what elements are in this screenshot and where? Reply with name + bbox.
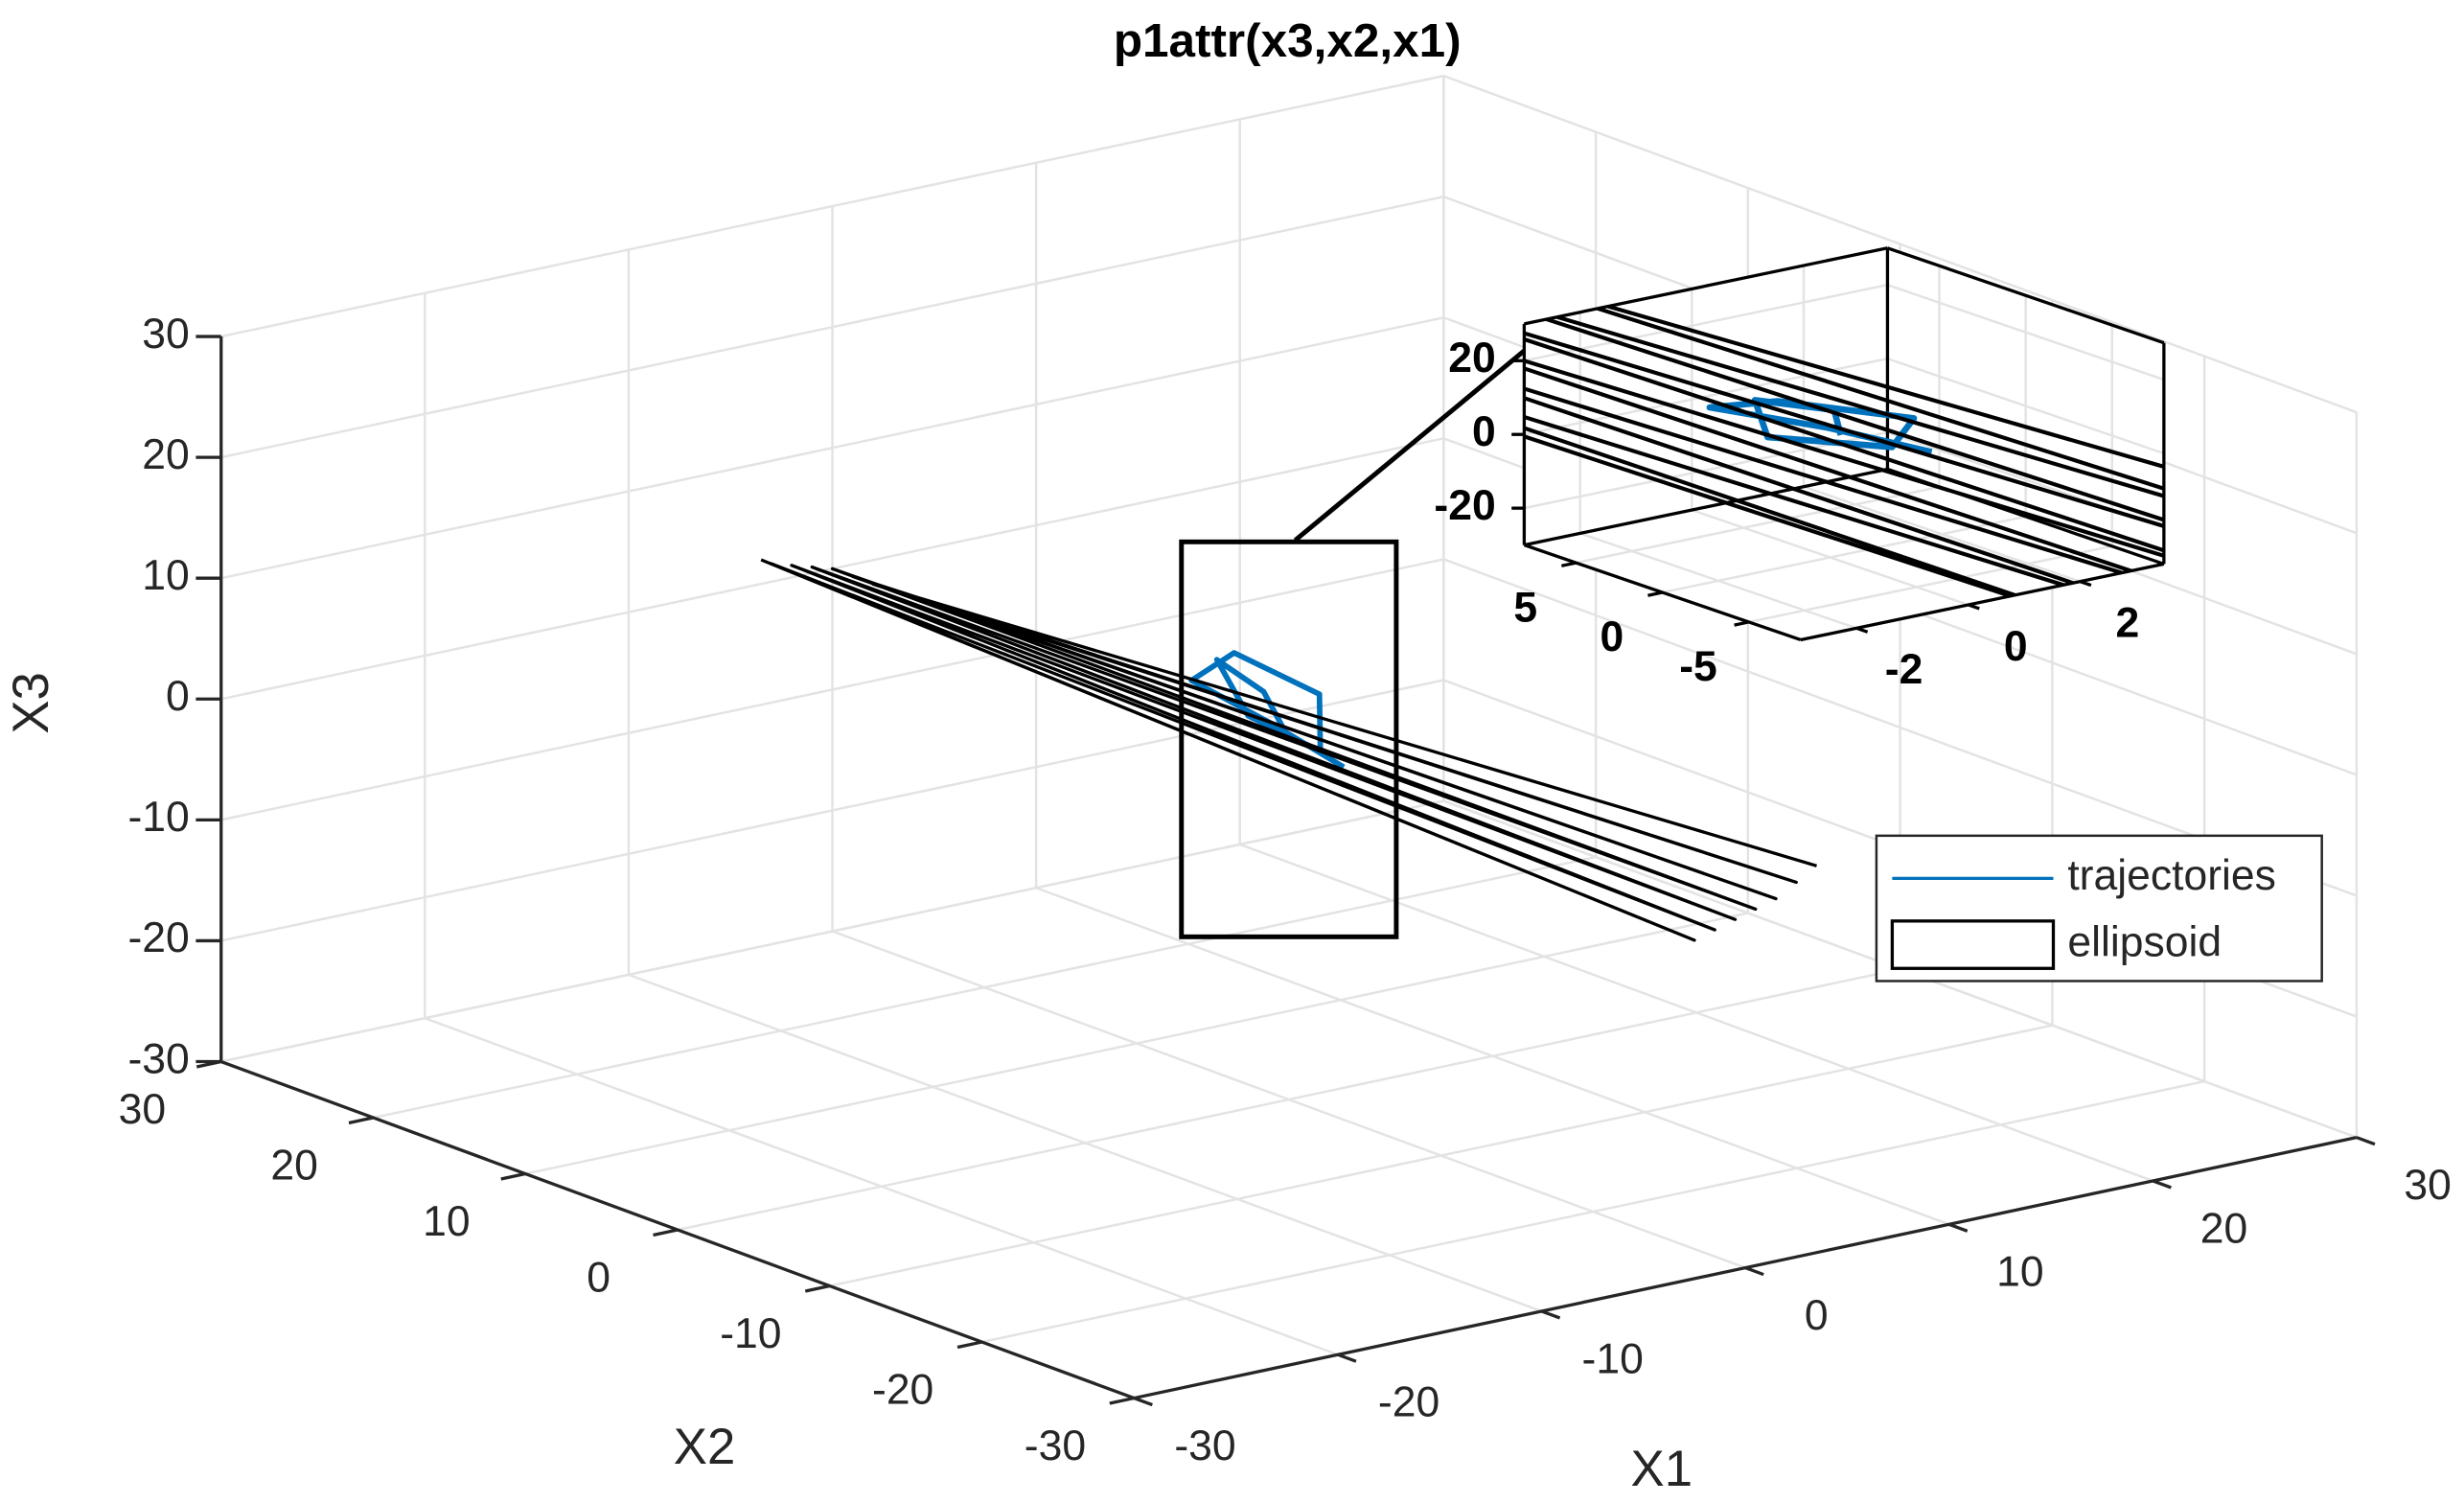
- legend-label: ellipsoid: [2067, 918, 2222, 965]
- series-line: [1524, 251, 2164, 640]
- x1-axis-label: X1: [1631, 1441, 1693, 1497]
- inset-box-edge: [1886, 246, 2165, 345]
- x2-tick-label: -5: [1679, 643, 1717, 690]
- grid-line: [1748, 544, 2113, 624]
- grid-line: [1887, 357, 2165, 455]
- tick-mark: [1734, 620, 1750, 627]
- x3-tick-label: -10: [127, 794, 189, 841]
- grid-line: [525, 912, 1749, 1175]
- grid-line: [220, 558, 1444, 821]
- grid-line: [1442, 74, 2358, 414]
- tick-mark: [2356, 1136, 2376, 1146]
- tick-mark: [1560, 561, 1577, 567]
- chart-title: p1attr(x3,x2,x1): [1114, 14, 1462, 67]
- x1-tick-label: 30: [2404, 1162, 2451, 1209]
- tick-mark: [1948, 1222, 1969, 1233]
- x3-tick-label: -30: [127, 1035, 189, 1082]
- legend-label: trajectories: [2067, 852, 2276, 899]
- x2-tick-label: 0: [1600, 613, 1623, 660]
- axis-line: [1800, 562, 2165, 642]
- grid-line: [829, 1024, 2053, 1287]
- tick-mark: [1133, 1397, 1153, 1407]
- tick-mark: [2079, 580, 2092, 588]
- inset-box-edge: [1524, 246, 1888, 326]
- grid-line: [220, 799, 1444, 1063]
- x1-tick-label: 0: [2004, 623, 2028, 670]
- x3-tick-label: 20: [1448, 335, 1495, 382]
- series-line: [760, 558, 1818, 942]
- x2-axis-label: X2: [674, 1419, 735, 1475]
- x2-tick-label: 10: [423, 1198, 470, 1245]
- grid-line: [1524, 284, 1888, 362]
- tick-mark: [1337, 1353, 1357, 1363]
- x3-tick-label: -20: [127, 914, 189, 961]
- x1-tick-label: 10: [1996, 1249, 2043, 1296]
- tick-mark: [348, 1116, 374, 1125]
- tick-mark: [1968, 603, 1980, 611]
- grid-line: [220, 316, 1444, 580]
- tick-mark: [1647, 590, 1663, 597]
- grid-line: [373, 855, 1597, 1120]
- series-line: [1706, 397, 1933, 455]
- grid-line: [1662, 515, 2026, 594]
- tick-mark: [1540, 1309, 1561, 1320]
- tick-mark: [1109, 1396, 1135, 1405]
- x3-tick-label: 0: [166, 673, 190, 720]
- x1-tick-label: -2: [1885, 646, 1923, 693]
- grid-line: [220, 74, 1444, 338]
- x1-tick-label: -20: [1378, 1379, 1439, 1426]
- series-line: [1188, 650, 1346, 770]
- x2-tick-label: 30: [119, 1086, 166, 1133]
- x1-tick-label: 2: [2115, 600, 2139, 647]
- x3-tick-label: 10: [142, 552, 189, 599]
- grid-line: [1887, 284, 2165, 382]
- tick-mark: [500, 1171, 526, 1181]
- tick-mark: [1855, 626, 1869, 634]
- x2-tick-label: -30: [1025, 1422, 1086, 1469]
- x2-tick-label: -20: [872, 1367, 933, 1414]
- x3-tick-label: 30: [142, 311, 189, 358]
- grid-line: [220, 195, 1444, 459]
- x2-tick-label: 20: [270, 1143, 317, 1190]
- x1-tick-label: 0: [1805, 1292, 1829, 1339]
- grid-line: [677, 967, 1900, 1232]
- legend: trajectories ellipsoid: [1875, 834, 2323, 983]
- x2-tick-label: 5: [1513, 584, 1537, 631]
- grid-line: [981, 1079, 2205, 1344]
- tick-mark: [804, 1283, 831, 1293]
- tick-mark: [956, 1340, 982, 1350]
- tick-mark: [2152, 1179, 2172, 1190]
- zoom-connector: [1293, 318, 1562, 543]
- x1-tick-label: -30: [1174, 1422, 1235, 1469]
- inset-data: [1524, 251, 2164, 640]
- legend-swatch: [1890, 919, 2056, 970]
- x2-tick-label: -10: [720, 1310, 781, 1357]
- x3-tick-label: -20: [1434, 482, 1495, 529]
- x3-tick-label: 0: [1472, 408, 1496, 455]
- tick-mark: [1744, 1266, 1764, 1277]
- x1-tick-label: -10: [1582, 1335, 1644, 1382]
- x2-tick-label: 0: [587, 1255, 610, 1302]
- tick-mark: [653, 1228, 679, 1237]
- x1-tick-label: 20: [2200, 1205, 2247, 1252]
- x3-axis-label: X3: [3, 672, 59, 733]
- x3-tick-label: 20: [142, 431, 189, 478]
- zoom-box: [1179, 539, 1399, 939]
